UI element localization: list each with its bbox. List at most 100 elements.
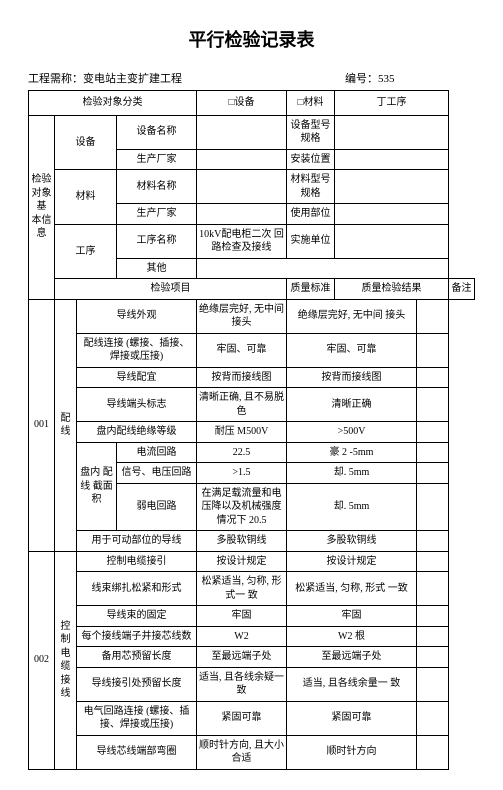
proc-impl-label: 实施单位	[287, 224, 335, 258]
record-table: 检验对象分类 □设备 □材料 丁工序 检验 对象基 本信息 设备 设备名称 设备…	[28, 90, 475, 770]
equip-mfr-value	[197, 149, 287, 170]
sec1-r5-res: >500V	[287, 422, 417, 443]
proc-value: 10kV配电柜二次 回路检查及接线	[197, 224, 287, 258]
sec2-r8-item: 导线芯线端部弯圈	[77, 735, 197, 769]
sec1-r5-std: 耐压 M500V	[197, 422, 287, 443]
mat-pos-value	[335, 204, 449, 225]
equip-model-label: 设备型号规格	[287, 115, 335, 149]
sec1-r1-std: 绝缘层完好, 无中间接头	[197, 299, 287, 333]
sec1-r6-res: 豪 2 -5mm	[287, 442, 417, 463]
sec1-label: 配 线	[55, 299, 77, 551]
mat-mfr-label: 生产厂家	[117, 204, 197, 225]
sec1-r3-item: 导线配宜	[77, 367, 197, 388]
sec1-r4-std: 清晰正确, 且不易脱色	[197, 388, 287, 422]
sec1-r2-std: 牢固、可靠	[197, 333, 287, 367]
sec2-r5-item: 备用芯预留长度	[77, 647, 197, 668]
sec2-r1-std: 按设计规定	[197, 551, 287, 572]
equip-model-value	[335, 115, 449, 149]
equip-name-value	[197, 115, 287, 149]
other-label: 其他	[117, 258, 197, 279]
sec2-r6-item: 导线接引处预留长度	[77, 667, 197, 701]
page-title: 平行检验记录表	[28, 26, 475, 52]
sec2-r3-res: 牢固	[287, 606, 417, 627]
mat-model-label: 材料型号规格	[287, 170, 335, 204]
sec2-r2-std: 松紧适当, 匀称, 形式一 致	[197, 572, 287, 606]
sec1-r9-remark	[417, 531, 449, 552]
mat-mfr-value	[197, 204, 287, 225]
sec2-r8-res: 顺时针方向	[287, 735, 417, 769]
mat-pos-label: 使用部位	[287, 204, 335, 225]
sec2-r2-item: 线束绑扎松紧和形式	[77, 572, 197, 606]
sec2-r7-res: 紧固可靠	[287, 701, 417, 735]
sec1-r2-item: 配线连接 (螺接、插接、 焊接或压接)	[77, 333, 197, 367]
basic-info-label: 检验 对象基 本信息	[29, 115, 55, 299]
col-remark: 备注	[449, 279, 475, 300]
sec2-r4-res: W2 根	[287, 626, 417, 647]
cat-process: 丁工序	[335, 91, 449, 116]
sec2-r7-remark	[417, 701, 449, 735]
mat-label: 材料	[55, 170, 117, 225]
sec1-r1-item: 导线外观	[77, 299, 197, 333]
serial-label: 编号：	[345, 73, 378, 85]
equip-pos-label: 安装位置	[287, 149, 335, 170]
sec1-r3-res: 按背而接线图	[287, 367, 417, 388]
sec2-r8-remark	[417, 735, 449, 769]
mat-name-label: 材料名称	[117, 170, 197, 204]
sec2-r2-remark	[417, 572, 449, 606]
sec2-r5-remark	[417, 647, 449, 668]
col-std: 质量标准	[287, 279, 335, 300]
sec1-sub-label: 盘内 配线 截面积	[77, 442, 117, 531]
cat-equipment: □设备	[197, 91, 287, 116]
sec2-r3-remark	[417, 606, 449, 627]
proc-label: 工序	[55, 224, 117, 279]
equip-label: 设备	[55, 115, 117, 170]
sec2-r4-item: 每个接线端子并接芯线数	[77, 626, 197, 647]
project-name: 变电站主变扩建工程	[83, 73, 182, 85]
sec1-r9-res: 多股软铜线	[287, 531, 417, 552]
proc-impl-value	[335, 224, 449, 258]
col-item: 检验项目	[55, 279, 287, 300]
sec1-r4-res: 清晰正确	[287, 388, 417, 422]
sec2-r1-res: 按设计规定	[287, 551, 417, 572]
header-row: 工程需称：变电站主变扩建工程 编号：535	[28, 70, 475, 86]
sec2-r6-std: 适当, 且各线余疑一致	[197, 667, 287, 701]
mat-name-value	[197, 170, 287, 204]
cat-header: 检验对象分类	[29, 91, 197, 116]
sec1-r6-item: 电流回路	[117, 442, 197, 463]
sec1-r3-std: 按背而接线图	[197, 367, 287, 388]
sec2-r3-item: 导线束的固定	[77, 606, 197, 627]
equip-pos-value	[335, 149, 449, 170]
sec1-r1-res: 绝缘层完好, 无中间 接头	[287, 299, 417, 333]
proc-name-label: 工序名称	[117, 224, 197, 258]
mat-model-value	[335, 170, 449, 204]
sec2-r4-remark	[417, 626, 449, 647]
sec1-r7-remark	[417, 463, 449, 484]
sec1-no: 001	[29, 299, 55, 551]
sec2-r3-std: 牢固	[197, 606, 287, 627]
sec1-r7-std: >1.5	[197, 463, 287, 484]
serial-no: 535	[378, 73, 395, 85]
sec2-r6-res: 适当, 且各线余量一 致	[287, 667, 417, 701]
sec1-r1-remark	[417, 299, 449, 333]
sec2-r2-res: 松紧适当, 匀称, 形式 一致	[287, 572, 417, 606]
sec1-r8-remark	[417, 483, 449, 531]
sec1-r4-item: 导线端头标志	[77, 388, 197, 422]
equip-name-label: 设备名称	[117, 115, 197, 149]
sec1-r8-std: 在满足载流量和电压降以及机械强度情况下 20.5	[197, 483, 287, 531]
cat-material: □材料	[287, 91, 335, 116]
project-label: 工程需称：	[28, 73, 83, 85]
sec1-r5-remark	[417, 422, 449, 443]
sec1-r7-item: 信号、电压回路	[117, 463, 197, 484]
col-result: 质量检验结果	[335, 279, 449, 300]
sec1-r2-remark	[417, 333, 449, 367]
sec2-label: 控 制电 缆接 线	[55, 551, 77, 769]
sec1-r9-item: 用于可动部位的导线	[77, 531, 197, 552]
sec1-r8-item: 弱电回路	[117, 483, 197, 531]
sec2-no: 002	[29, 551, 55, 769]
sec1-r9-std: 多股软铜线	[197, 531, 287, 552]
sec1-r3-remark	[417, 367, 449, 388]
sec2-r5-res: 至最远端子处	[287, 647, 417, 668]
sec2-r7-item: 电气回路连接 (螺接、插接、焊接或压接)	[77, 701, 197, 735]
sec2-r4-std: W2	[197, 626, 287, 647]
sec2-r5-std: 至最远端子处	[197, 647, 287, 668]
